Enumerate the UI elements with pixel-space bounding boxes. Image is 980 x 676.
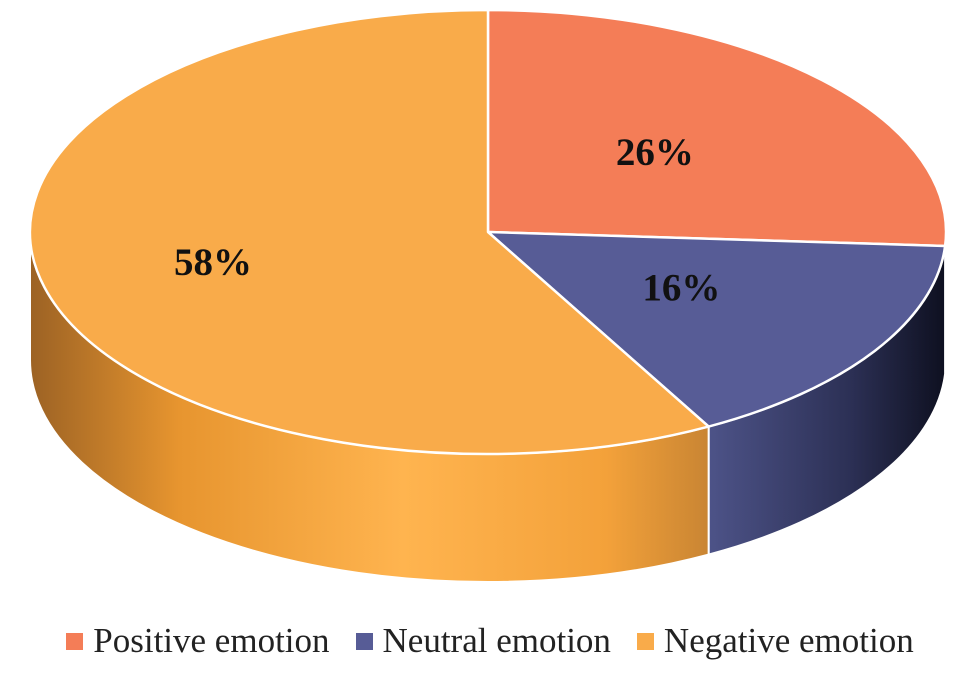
pie-slice-negative-emotion [28,8,710,456]
legend-item-negative: Negative emotion [636,621,914,661]
pie-slice-neutral-emotion [486,230,947,428]
legend-label-negative: Negative emotion [663,621,914,660]
pie-label-positive-emotion: 26% [616,131,694,174]
legend-item-positive: Positive emotion [66,621,330,661]
legend-label-neutral: Neutral emotion [382,621,611,660]
pie-tops [28,8,948,456]
legend-label-positive: Positive emotion [93,621,330,660]
pie-slice-positive-emotion [486,8,948,248]
legend-swatch-negative [636,632,654,650]
pie-chart: 26% 16% 58% [28,8,948,583]
legend-swatch-neutral [355,632,373,650]
legend: Positive emotion Neutral emotion Negativ… [0,616,980,666]
legend-swatch-positive [66,632,84,650]
pie-label-negative-emotion: 58% [174,241,252,284]
legend-item-neutral: Neutral emotion [355,621,611,661]
pie-labels: 26% 16% 58% [174,131,720,309]
pie-label-neutral-emotion: 16% [642,266,720,309]
